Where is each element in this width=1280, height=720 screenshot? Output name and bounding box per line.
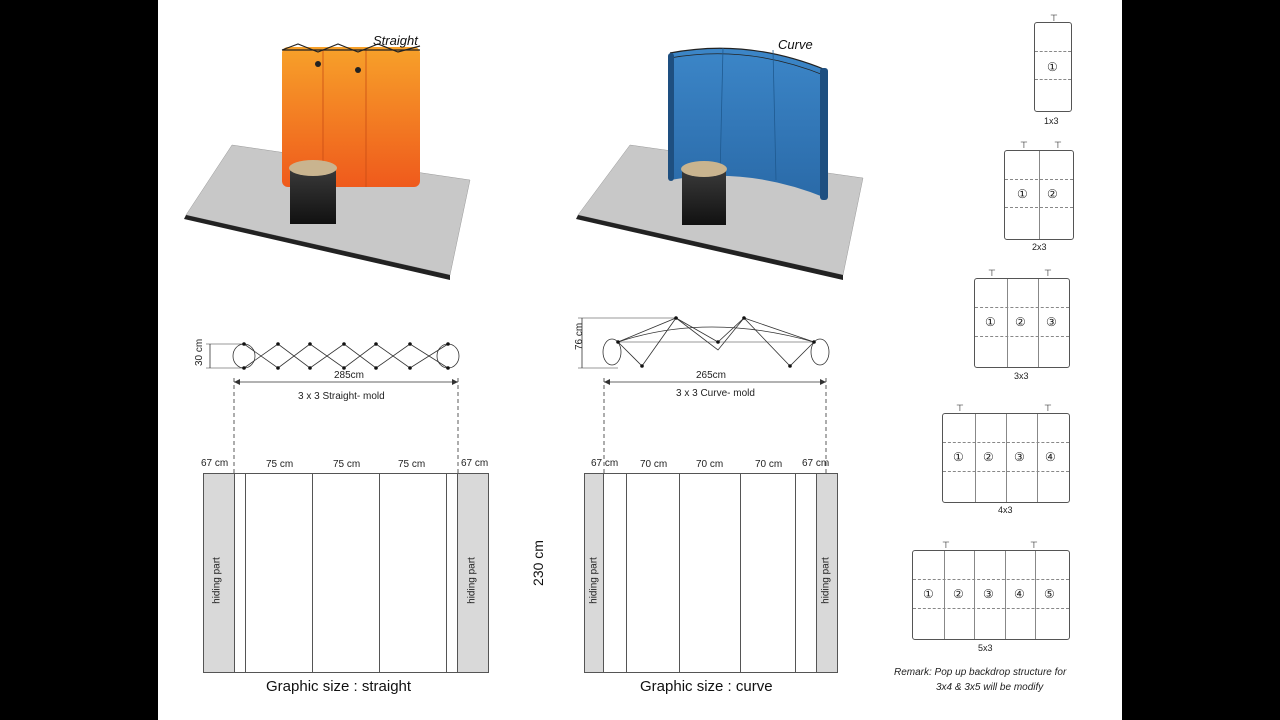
- config-2x3-num-2: ②: [1047, 187, 1058, 201]
- config-4x3-clamp-icon: ⊤: [956, 403, 964, 413]
- straight-dim-right: 67 cm: [461, 458, 489, 469]
- config-3x3-num-1: ①: [985, 315, 996, 329]
- config-2x3-clamp-icon: ⊤: [1020, 140, 1028, 150]
- config-5x3-label: 5x3: [978, 643, 993, 653]
- diagram-canvas: Straight Curve: [158, 0, 1122, 720]
- straight-depth-label: 30 cm: [194, 338, 205, 366]
- curve-caption: Graphic size : curve: [640, 678, 773, 695]
- curve-mold-label: 3 x 3 Curve- mold: [676, 388, 755, 399]
- curve-dim-left: 67 cm: [591, 458, 619, 469]
- straight-title: Straight: [373, 33, 418, 48]
- config-5x3-num-2: ②: [953, 587, 964, 601]
- straight-hiding-left-label: hiding part: [211, 557, 223, 604]
- straight-booth-illustration: [184, 43, 471, 280]
- curve-top-view: [578, 316, 830, 475]
- straight-caption: Graphic size : straight: [266, 678, 412, 695]
- config-4x3-frame: ① ② ③ ④: [942, 413, 1070, 503]
- config-1x3-clamp-icon: ⊤: [1050, 13, 1058, 23]
- config-2x3-label: 2x3: [1032, 242, 1047, 252]
- config-1x3-label: 1x3: [1044, 116, 1059, 126]
- straight-hiding-right-label: hiding part: [466, 557, 478, 604]
- config-5x3-num-5: ⑤: [1044, 587, 1055, 601]
- config-5x3-clamp-icon: ⊤: [1030, 540, 1038, 550]
- curve-depth-label: 76 cm: [574, 322, 585, 350]
- config-5x3-num-1: ①: [923, 587, 934, 601]
- straight-panel-3: [379, 473, 447, 673]
- curve-dim-1: 70 cm: [640, 459, 668, 470]
- config-2x3-clamp-icon: ⊤: [1054, 140, 1062, 150]
- config-4x3-num-4: ④: [1045, 450, 1056, 464]
- straight-width-label: 285cm: [334, 370, 365, 381]
- straight-graphic-outline: [203, 473, 489, 673]
- config-5x3-frame: ① ② ③ ④ ⑤: [912, 550, 1070, 640]
- curve-dim-3: 70 cm: [755, 459, 783, 470]
- config-3x3-clamp-icon: ⊤: [1044, 268, 1052, 278]
- config-2x3-num-1: ①: [1017, 187, 1028, 201]
- straight-hiding-left: [203, 473, 235, 673]
- straight-dim-left: 67 cm: [201, 458, 229, 469]
- curve-hiding-left-label: hiding part: [588, 557, 600, 604]
- config-3x3-num-3: ③: [1046, 315, 1057, 329]
- remark-line-2: 3x4 & 3x5 will be modify: [936, 682, 1044, 693]
- straight-dim-1: 75 cm: [266, 459, 294, 470]
- straight-top-view: [206, 342, 460, 475]
- straight-dim-3: 75 cm: [398, 459, 426, 470]
- config-4x3-num-1: ①: [953, 450, 964, 464]
- config-1x3-frame: ①: [1034, 22, 1072, 112]
- straight-mold-label: 3 x 3 Straight- mold: [298, 391, 385, 402]
- config-3x3-clamp-icon: ⊤: [988, 268, 996, 278]
- curve-hiding-right-label: hiding part: [820, 557, 832, 604]
- config-4x3-num-3: ③: [1014, 450, 1025, 464]
- straight-panel-1: [245, 473, 313, 673]
- curve-dim-right: 67 cm: [802, 458, 830, 469]
- curve-width-label: 265cm: [696, 370, 727, 381]
- curve-dim-2: 70 cm: [696, 459, 724, 470]
- config-4x3-label: 4x3: [998, 505, 1013, 515]
- curve-panel-3: [740, 473, 796, 673]
- config-4x3-clamp-icon: ⊤: [1044, 403, 1052, 413]
- height-label: 230 cm: [530, 540, 546, 586]
- straight-dim-2: 75 cm: [333, 459, 361, 470]
- curve-graphic-outline: [584, 473, 838, 673]
- config-5x3-num-4: ④: [1014, 587, 1025, 601]
- config-3x3-frame: ① ② ③: [974, 278, 1070, 368]
- config-1x3-num-1: ①: [1047, 60, 1058, 74]
- config-5x3-num-3: ③: [983, 587, 994, 601]
- config-4x3-num-2: ②: [983, 450, 994, 464]
- curve-booth-illustration: [576, 47, 864, 280]
- config-3x3-label: 3x3: [1014, 371, 1029, 381]
- remark-line-1: Remark: Pop up backdrop structure for: [894, 667, 1067, 678]
- config-2x3-frame: ① ②: [1004, 150, 1074, 240]
- curve-title: Curve: [778, 37, 813, 52]
- config-3x3-num-2: ②: [1015, 315, 1026, 329]
- config-5x3-clamp-icon: ⊤: [942, 540, 950, 550]
- curve-panel-2: [679, 473, 741, 673]
